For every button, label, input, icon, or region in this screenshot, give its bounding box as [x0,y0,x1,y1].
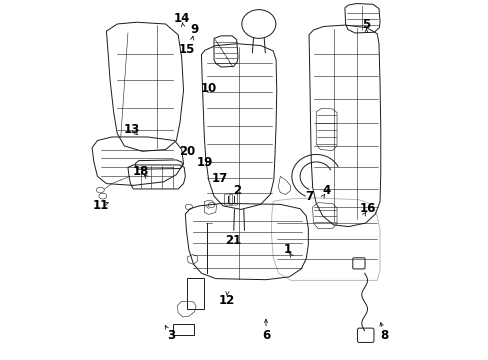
Text: 1: 1 [283,243,291,256]
Text: 6: 6 [262,329,269,342]
Text: 7: 7 [305,190,312,203]
Text: 2: 2 [233,184,241,197]
Text: 21: 21 [225,234,242,247]
Text: 15: 15 [179,42,195,55]
Text: 19: 19 [197,156,213,168]
Text: 12: 12 [218,294,234,307]
Text: 11: 11 [93,199,109,212]
Text: 17: 17 [211,172,227,185]
Text: 3: 3 [166,329,175,342]
Text: 16: 16 [359,202,376,215]
Text: 14: 14 [173,12,189,25]
Text: 9: 9 [190,23,198,36]
Text: 20: 20 [179,145,195,158]
Text: 18: 18 [132,165,148,177]
Text: 5: 5 [362,18,370,31]
Text: 8: 8 [380,329,387,342]
Text: 10: 10 [200,82,216,95]
Text: 4: 4 [322,184,330,197]
Text: 13: 13 [123,123,140,136]
